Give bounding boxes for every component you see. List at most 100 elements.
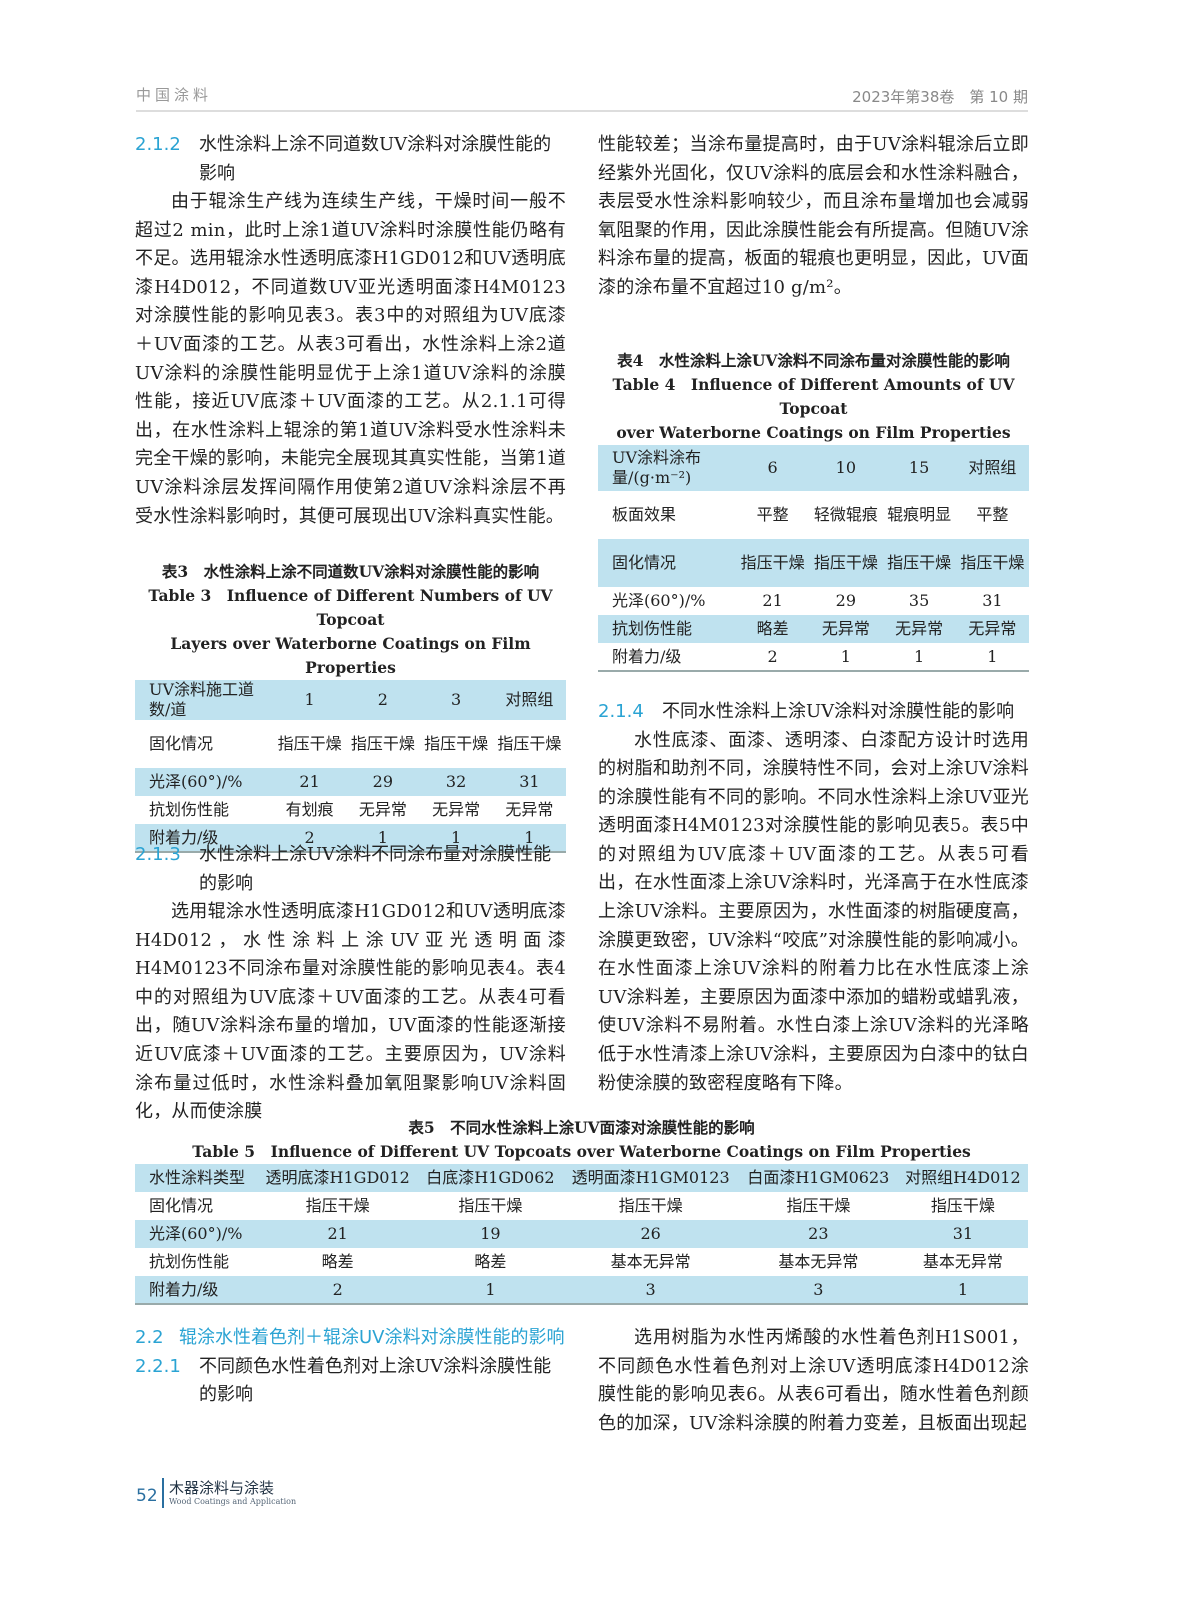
table-cell: 光泽(60°)/% (612, 591, 706, 610)
table-row: 水性涂料类型 透明底漆H1GD012 白底漆H1GD062 透明面漆H1GM0123 白… (135, 1164, 1028, 1192)
table-cell: 2 (256, 1276, 419, 1304)
footer-journal-cn: 木器涂料与涂装 (169, 1479, 275, 1497)
paragraph: 选用辊涂水性透明底漆H1GD012和UV透明底漆H4D012，水性涂料上涂UV亚… (135, 901, 566, 1123)
paragraph: 性能较差；当涂布量提高时，由于UV涂料辊涂后立即经紫外光固化，仅UV涂料的底层会… (598, 134, 1029, 298)
table-cell: 略差 (321, 1252, 354, 1271)
section-number: 2.1.2 (135, 134, 181, 155)
table-row: 附着力/级 2 1 3 3 1 (135, 1276, 1028, 1304)
section-number: 2.2 (135, 1327, 164, 1348)
table-cell: 1 (897, 1276, 1028, 1304)
section-title: 水性涂料上涂不同道数UV涂料对涂膜性能的影响 (199, 134, 552, 184)
table-header-cell: 透明底漆H1GD012 (256, 1164, 419, 1192)
table-cell: 平整 (756, 505, 789, 524)
table-cell: 26 (562, 1220, 739, 1248)
table-cell: 指压干燥 (424, 734, 489, 753)
table-cell: 无异常 (432, 800, 481, 819)
section-2-2-1-body: 选用树脂为水性丙烯酸的水性着色剂H1S001，不同颜色水性着色剂对上涂UV透明底… (598, 1324, 1029, 1438)
table-cell: 1 (346, 824, 420, 852)
table-cell: 3 (562, 1276, 739, 1304)
table-cell: 指压干燥 (882, 539, 956, 587)
issue-info: 2023年第38卷 第 10 期 (852, 88, 1028, 106)
table-cell: 1 (418, 1276, 563, 1304)
table-cell: 32 (419, 768, 493, 796)
footer-journal-en: Wood Coatings and Application (169, 1497, 297, 1506)
table-cell: 基本无异常 (922, 1252, 1003, 1271)
table-cell: 2 (272, 824, 347, 852)
table-header-cell: 对照组H4D012 (897, 1164, 1028, 1192)
page-number: 52 (136, 1486, 158, 1506)
table-row: 抗划伤性能 略差 无异常 无异常 无异常 (598, 615, 1029, 643)
table-header-cell: 白面漆H1GM0623 (738, 1164, 898, 1192)
table-row: 光泽(60°)/% 21 29 35 31 (598, 587, 1029, 615)
table-cell: 2 (767, 646, 778, 666)
table-cell: 无异常 (809, 615, 883, 643)
table-cell: 1 (419, 824, 493, 852)
table-cell: 指压干燥 (277, 734, 342, 753)
table-caption-en: Table 4 Influence of Different Amounts o… (612, 375, 1015, 418)
table-cell: 抗划伤性能 (598, 615, 736, 643)
table-header-cell: 透明面漆H1GM0123 (562, 1164, 739, 1192)
section-2-1-2: 2.1.2 水性涂料上涂不同道数UV涂料对涂膜性能的影响 由于辊涂生产线为连续生产… (135, 131, 566, 531)
table-row: UV涂料施工道数/道 1 2 3 对照组 (135, 680, 566, 720)
table-cell: 指压干燥 (350, 734, 415, 753)
section-title: 水性涂料上涂UV涂料不同涂布量对涂膜性能的影响 (199, 844, 552, 894)
table-cell: 无异常 (358, 800, 407, 819)
paragraph: 水性底漆、面漆、透明漆、白漆配方设计时选用的树脂和助剂不同，涂膜特性不同，会对上… (598, 729, 1029, 1094)
table-caption-en: Table 5 Influence of Different UV Topcoa… (192, 1142, 971, 1161)
table-row: 抗划伤性能 有划痕 无异常 无异常 无异常 (135, 796, 566, 824)
data-table: UV涂料施工道数/道 1 2 3 对照组 固化情况 指压干燥 指压干燥 指压干燥 指压干燥 光泽(6… (135, 680, 566, 853)
header-divider (136, 110, 1028, 112)
table-cell: 1 (492, 824, 566, 852)
table-cell: 无异常 (955, 615, 1029, 643)
section-title: 辊涂水性着色剂＋辊涂UV涂料对涂膜性能的影响 (179, 1327, 565, 1348)
table-caption-cn: 表5 不同水性涂料上涂UV面漆对涂膜性能的影响 (408, 1118, 755, 1137)
footer-divider (162, 1478, 164, 1508)
table-3: 表3 水性涂料上涂不同道数UV涂料对涂膜性能的影响 Table 3 Influe… (135, 560, 566, 853)
table-header-cell: 白底漆H1GD062 (418, 1164, 563, 1192)
table-header-cell: 6 (735, 445, 810, 491)
table-cell: 附着力/级 (135, 1276, 257, 1304)
section-number: 2.2.1 (135, 1355, 181, 1377)
table-cell: 轻微辊痕 (813, 505, 878, 524)
table-row: 固化情况 指压干燥 指压干燥 指压干燥 指压干燥 指压干燥 (135, 1192, 1028, 1220)
table-cell: 固化情况 (149, 1196, 214, 1215)
table-cell: 指压干燥 (458, 1196, 523, 1215)
table-5: 表5 不同水性涂料上涂UV面漆对涂膜性能的影响 Table 5 Influenc… (135, 1116, 1028, 1305)
table-row: 固化情况 指压干燥 指压干燥 指压干燥 指压干燥 (135, 720, 566, 768)
table-cell: 光泽(60°)/% (135, 768, 273, 796)
section-number: 2.1.4 (598, 701, 644, 722)
table-cell: 指压干燥 (497, 734, 562, 753)
table-cell: 略差 (735, 615, 810, 643)
paragraph: 选用树脂为水性丙烯酸的水性着色剂H1S001，不同颜色水性着色剂对上涂UV透明底… (598, 1327, 1029, 1434)
table-header-cell: 水性涂料类型 (135, 1164, 257, 1192)
table-cell: 1 (840, 646, 851, 666)
table-cell: 指压干燥 (786, 1196, 851, 1215)
table-cell: 指压干燥 (930, 1196, 995, 1215)
section-2-1-4: 2.1.4 不同水性涂料上涂UV涂料对涂膜性能的影响 水性底漆、面漆、透明漆、白漆… (598, 698, 1029, 1098)
table-cell: 35 (908, 591, 930, 610)
table-4: 表4 水性涂料上涂UV涂料不同涂布量对涂膜性能的影响 Table 4 Influ… (598, 349, 1029, 672)
table-caption-en: over Waterborne Coatings on Film Propert… (616, 423, 1011, 442)
table-cell: 21 (762, 591, 783, 610)
table-cell: 略差 (474, 1252, 507, 1271)
table-cell: 指压干燥 (735, 539, 810, 587)
table-cell: 3 (738, 1276, 898, 1304)
table-cell: 有划痕 (285, 800, 334, 819)
table-row: 板面效果 平整 轻微辊痕 辊痕明显 平整 (598, 491, 1029, 539)
table-cell: 附着力/级 (135, 824, 273, 852)
paragraph: 由于辊涂生产线为连续生产线，干燥时间一般不超过2 min，此时上涂1道UV涂料时… (135, 191, 566, 527)
table-cell: 29 (835, 591, 857, 610)
data-table: UV涂料涂布量/(g·m⁻²) 6 10 15 对照组 板面效果 平整 轻微辊痕 辊痕明显 平整固… (598, 445, 1029, 672)
table-cell: 基本无异常 (610, 1252, 691, 1271)
table-row: 抗划伤性能 略差 略差 基本无异常 基本无异常 基本无异常 (135, 1248, 1028, 1276)
table-row: 光泽(60°)/% 21 29 32 31 (135, 768, 566, 796)
table-cell: 辊痕明显 (887, 505, 952, 524)
table-header-cell: 10 (809, 445, 883, 491)
table-caption-cn: 表4 水性涂料上涂UV涂料不同涂布量对涂膜性能的影响 (617, 351, 1010, 370)
table-caption-en: Table 3 Influence of Different Numbers o… (148, 586, 553, 629)
table-cell: 31 (492, 768, 566, 796)
data-table: 水性涂料类型 透明底漆H1GD012 白底漆H1GD062 透明面漆H1GM0123 白… (135, 1164, 1028, 1305)
table-cell: 指压干燥 (618, 1196, 683, 1215)
table-header-cell: 1 (272, 680, 347, 720)
table-cell: 指压干燥 (305, 1196, 370, 1215)
